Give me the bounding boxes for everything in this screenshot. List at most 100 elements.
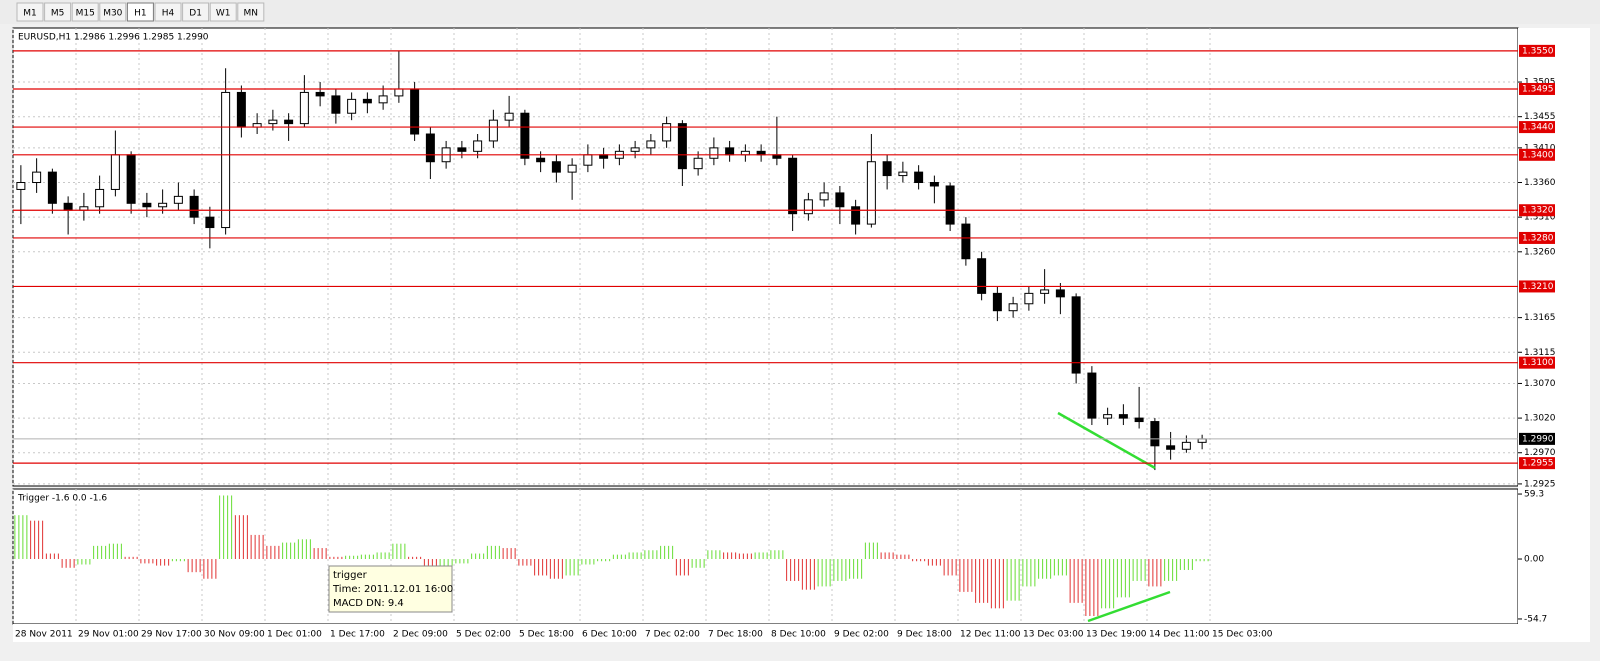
candle-body — [898, 171, 908, 177]
candle-body — [299, 91, 309, 125]
x-tick-label: 6 Dec 10:00 — [582, 630, 637, 640]
trend-line — [1057, 411, 1156, 470]
x-tick-label: 13 Dec 19:00 — [1086, 630, 1147, 640]
button-label: D1 — [189, 9, 202, 19]
candle-body — [16, 182, 26, 190]
candle-body — [866, 161, 876, 225]
x-tick-label: 9 Dec 18:00 — [897, 630, 952, 640]
y-tick-label: 1.3115 — [1524, 348, 1556, 358]
candle-body — [284, 119, 294, 125]
level-label: 1.3550 — [1522, 46, 1554, 56]
button-face — [99, 2, 127, 22]
button-face — [44, 2, 72, 22]
candle-body — [32, 171, 42, 184]
level-label-box — [1519, 148, 1555, 161]
button-label: M5 — [51, 9, 65, 19]
x-tick-label: 13 Dec 03:00 — [1023, 630, 1084, 640]
y-tick-label: 1.3410 — [1524, 143, 1556, 153]
candle-body — [1134, 417, 1144, 423]
timeframe-button[interactable]: MN — [237, 2, 265, 22]
time-axis — [13, 624, 1590, 642]
x-tick-label: 8 Dec 10:00 — [771, 630, 826, 640]
candle-body — [1024, 292, 1034, 305]
level-label-box — [1519, 457, 1555, 470]
timeframe-button[interactable]: W1 — [209, 2, 237, 22]
x-tick-label: 28 Nov 2011 — [15, 630, 73, 640]
candle-body — [788, 157, 798, 215]
chart-title: EURUSD,H1 1.2986 1.2996 1.2985 1.2990 — [18, 33, 209, 43]
candle-body — [173, 195, 183, 204]
candle-body — [488, 119, 498, 142]
tooltip: trigger Time: 2011.12.01 16:00 MACD DN: … — [328, 565, 453, 613]
level-label: 1.3280 — [1522, 233, 1554, 243]
candle-body — [1040, 289, 1050, 294]
x-tick-label: 2 Dec 09:00 — [393, 630, 448, 640]
candle-body — [567, 164, 577, 173]
candle-body — [803, 199, 813, 215]
y-tick-label: 59.3 — [1524, 490, 1544, 500]
x-tick-label: 15 Dec 03:00 — [1212, 630, 1273, 640]
level-label-box — [1519, 356, 1555, 369]
button-label: M30 — [103, 9, 122, 19]
button-face — [209, 2, 237, 22]
button-label: M1 — [23, 9, 37, 19]
toolbar — [0, 0, 1600, 24]
candle-body — [1055, 289, 1065, 298]
candle-body — [95, 188, 105, 208]
button-label: H1 — [134, 9, 147, 19]
timeframe-button[interactable]: H4 — [154, 2, 182, 22]
candle-body — [425, 133, 435, 163]
candle-body — [835, 192, 845, 208]
level-label: 1.3440 — [1522, 123, 1554, 133]
level-label-box — [1519, 82, 1555, 95]
timeframe-button[interactable]: M30 — [99, 2, 127, 22]
candle-body — [457, 147, 467, 152]
button-face — [126, 2, 154, 22]
level-label-box — [1519, 231, 1555, 244]
candle-body — [504, 112, 514, 121]
candle-body — [347, 98, 357, 114]
y-tick-label: 1.2925 — [1524, 479, 1556, 489]
y-tick-label: 0.00 — [1524, 555, 1544, 565]
candle-body — [536, 157, 546, 163]
candle-body — [473, 140, 483, 152]
x-tick-label: 1 Dec 17:00 — [330, 630, 385, 640]
y-tick-label: 1.3165 — [1524, 313, 1556, 323]
candle-body — [362, 98, 372, 104]
candle-body — [236, 91, 246, 128]
timeframe-button[interactable]: M15 — [71, 2, 99, 22]
tooltip-name: trigger — [333, 570, 368, 581]
x-tick-label: 12 Dec 11:00 — [960, 630, 1021, 640]
candle-body — [677, 123, 687, 170]
candle-body — [520, 112, 530, 159]
level-label: 1.2955 — [1522, 459, 1554, 469]
candle-body — [1181, 441, 1191, 450]
candle-body — [189, 195, 199, 218]
candle-body — [268, 119, 278, 125]
timeframe-button[interactable]: D1 — [182, 2, 210, 22]
candle-body — [992, 292, 1002, 312]
button-face — [182, 2, 210, 22]
timeframe-button[interactable]: H1 — [126, 2, 154, 22]
button-label: MN — [244, 9, 259, 19]
y-tick-label: 1.3020 — [1524, 414, 1556, 424]
candle-body — [142, 202, 152, 208]
candle-body — [709, 147, 719, 159]
candle-body — [158, 202, 168, 208]
candle-body — [378, 95, 388, 104]
timeframe-button[interactable]: M5 — [44, 2, 72, 22]
timeframe-button[interactable]: M1 — [16, 2, 44, 22]
candle-body — [1118, 414, 1128, 419]
candle-body — [929, 182, 939, 187]
candle-body — [1197, 438, 1207, 443]
button-face — [154, 2, 182, 22]
y-tick-label: 1.3260 — [1524, 247, 1556, 257]
y-tick-label: 1.3310 — [1524, 213, 1556, 223]
candle-body — [1008, 303, 1018, 312]
level-label: 1.3400 — [1522, 150, 1554, 160]
candle-body — [1103, 414, 1113, 419]
y-tick-label: 1.3360 — [1524, 178, 1556, 188]
candle-body — [819, 192, 829, 201]
